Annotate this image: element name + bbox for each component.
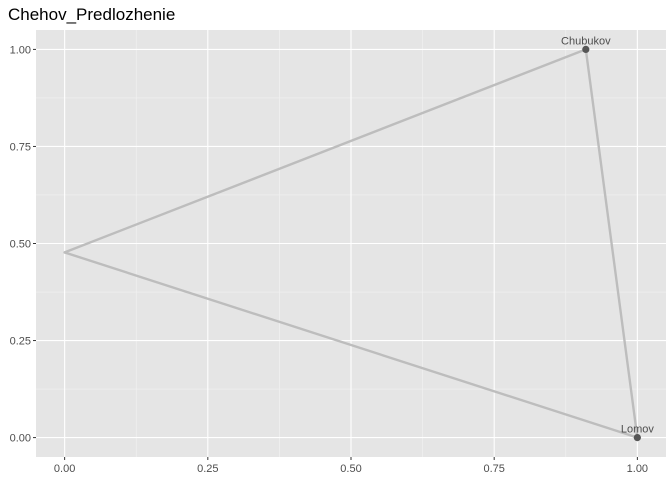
y-axis: 0.00 0.25 0.50 0.75 1.00 — [10, 44, 36, 445]
y-tick-label: 0.00 — [10, 433, 31, 445]
data-points — [582, 45, 641, 442]
y-tick-label: 0.50 — [10, 239, 31, 251]
x-tick-label: 0.50 — [340, 463, 361, 475]
grid-major — [36, 30, 666, 457]
x-tick-label: 0.00 — [54, 463, 75, 475]
point-label: Chubukov — [561, 35, 611, 47]
point-labels: Chubukov Lomov — [561, 35, 654, 435]
chart-title: Chehov_Predlozhenie — [8, 5, 175, 24]
network-edges — [63, 48, 639, 439]
y-tick-label: 1.00 — [10, 44, 31, 56]
x-tick-label: 0.25 — [197, 463, 218, 475]
y-tick-label: 0.75 — [10, 141, 31, 153]
x-tick-label: 1.00 — [627, 463, 648, 475]
network-edge — [584, 48, 639, 439]
point-label: Lomov — [621, 424, 655, 436]
network-edge — [63, 48, 588, 254]
network-edge — [63, 251, 639, 439]
y-tick-label: 0.25 — [10, 336, 31, 348]
x-axis: 0.00 0.25 0.50 0.75 1.00 — [54, 457, 648, 475]
data-point — [582, 45, 590, 54]
x-tick-label: 0.75 — [483, 463, 504, 475]
data-point — [633, 433, 641, 442]
